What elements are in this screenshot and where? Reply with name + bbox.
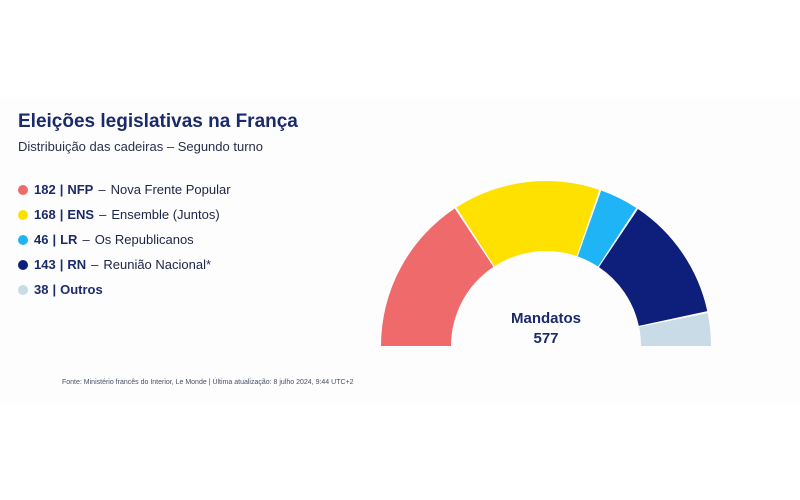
legend-separator: | <box>59 257 64 272</box>
legend-item-outros: 38 | Outros <box>18 277 231 302</box>
seat-segment-rn <box>598 209 708 326</box>
legend-swatch <box>18 234 28 245</box>
legend-swatch <box>18 259 28 270</box>
legend-value: 46 <box>34 232 49 247</box>
chart-title: Eleições legislativas na França <box>18 111 298 132</box>
legend-value: 38 <box>34 282 49 297</box>
legend-swatch <box>18 284 28 295</box>
legend-dash: – <box>98 182 106 197</box>
legend-item-nfp: 182 | NFP – Nova Frente Popular <box>18 177 231 202</box>
chart-subtitle: Distribuição das cadeiras – Segundo turn… <box>18 139 263 154</box>
source-note: Fonte: Ministério francês do Interior, L… <box>62 379 354 386</box>
legend-item-lr: 46 | LR – Os Republicanos <box>18 227 231 252</box>
legend-separator: | <box>52 232 57 247</box>
legend-abbr: ENS <box>67 207 95 222</box>
legend-name: Ensemble (Juntos) <box>111 207 220 222</box>
legend-item-ens: 168 | ENS – Ensemble (Juntos) <box>18 202 231 227</box>
legend-separator: | <box>59 207 64 222</box>
seat-segment-lr <box>577 190 637 267</box>
legend-swatch <box>18 209 28 220</box>
legend-dash: – <box>91 257 99 272</box>
center-label: Mandatos 577 <box>486 310 606 347</box>
legend-name: Reunião Nacional* <box>103 257 212 272</box>
legend-dash: – <box>99 207 107 222</box>
legend-swatch <box>18 184 28 195</box>
legend-separator: | <box>59 182 64 197</box>
legend-separator: | <box>52 282 57 297</box>
legend-abbr: RN <box>67 257 87 272</box>
legend-value: 168 <box>34 207 56 222</box>
legend-value: 182 <box>34 182 56 197</box>
seat-segment-ens <box>456 181 600 267</box>
legend-name: Os Republicanos <box>94 232 194 247</box>
legend-value: 143 <box>34 257 56 272</box>
seat-segment-nfp <box>381 208 494 346</box>
seat-segment-outros <box>639 313 711 346</box>
legend-name: Nova Frente Popular <box>110 182 231 197</box>
legend-abbr: LR <box>60 232 78 247</box>
legend-item-rn: 143 | RN – Reunião Nacional* <box>18 252 231 277</box>
center-total: 577 <box>533 330 559 347</box>
legend-dash: – <box>82 232 90 247</box>
legend-abbr: Outros <box>60 282 103 297</box>
legend: 182 | NFP – Nova Frente Popular 168 | ENS – Ensem… <box>18 177 231 302</box>
center-label-text: Mandatos <box>510 310 581 327</box>
legend-abbr: NFP <box>67 182 94 197</box>
